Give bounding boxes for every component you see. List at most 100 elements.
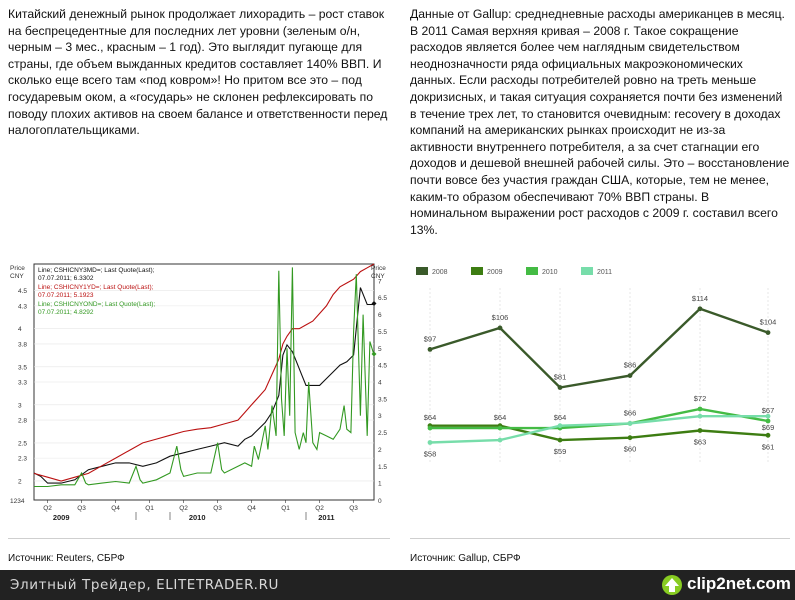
left-y-tick-label: 2.3 [18,456,27,463]
footer-bar: Элитный Трейдер, ELITETRADER.RU clip2net… [0,570,795,600]
point-2010 [765,418,771,424]
x-quarter-label: Q1 [281,505,290,512]
data-label-2010: $72 [694,394,707,403]
left-y-tick-label: 2 [18,478,22,485]
legend-last-value: 07.07.2011; 4.8292 [38,309,94,316]
data-label-2010: $64 [424,413,437,422]
source-right: Источник: Gallup, СБРФ [410,553,521,564]
left-y-tick-label: 4.3 [18,303,27,310]
point-2011 [697,413,703,419]
point-2009 [557,437,563,443]
point-2011 [557,423,563,429]
x-quarter-label: Q4 [247,505,256,512]
x-year-label: 2010 [189,513,206,522]
data-label-2009: $63 [694,438,707,447]
right-y-tick-label: 5.5 [378,329,387,336]
right-y-tick-label: 2 [378,447,382,454]
x-quarter-label: Q2 [43,505,52,512]
x-quarter-label: Q4 [111,505,120,512]
right-y-tick-label: 7 [378,278,382,285]
x-quarter-label: Q3 [349,505,358,512]
arrow-up-icon [662,575,682,595]
point-2011 [765,413,771,419]
clip2net-logo-text: clip2net.com [687,574,791,593]
point-2009 [697,428,703,433]
footer-site-title[interactable]: Элитный Трейдер, ELITETRADER.RU [10,577,280,593]
data-label-2008: $81 [554,373,567,382]
right-commentary-text: Данные от Gallup: среднедневные расходы … [410,7,790,237]
point-2008 [427,347,433,352]
right-y-tick-label: 6.5 [378,295,387,302]
legend-label-2010: 2010 [542,269,558,276]
point-2010 [697,406,703,412]
data-label-2009: $60 [624,445,637,454]
left-y-tick-label: 3.8 [18,341,27,348]
left-y-tick-label: 2.8 [18,418,27,425]
legend-series-name: Line; CSHICNYOND=; Last Quote(Last); [38,301,155,308]
point-2010 [497,425,503,431]
data-label-2008: $86 [624,361,637,370]
clip2net-logo[interactable]: clip2net.com [661,573,791,597]
left-y-tick-label: 4.5 [18,288,27,295]
right-axis-title: Price [371,265,386,272]
legend-label-2009: 2009 [487,269,503,276]
series-line-2008 [429,307,769,389]
data-label-2009: $61 [762,442,775,451]
x-quarter-label: Q3 [77,505,86,512]
point-2010 [427,425,433,431]
left-axis-title: Price [10,265,25,272]
data-label-2010: $66 [624,408,637,417]
series-line-overnight [34,267,375,488]
right-y-tick-label: 1.5 [378,464,387,471]
data-label-2008: $114 [692,294,708,303]
data-label-2008: $106 [492,313,509,322]
point-2008 [697,306,703,312]
right-y-tick-label: 3 [378,413,382,420]
legend-series-name: Line; CSHICNY3MD=; Last Quote(Last); [38,267,155,274]
left-y-tick-label: 4 [18,326,22,333]
right-y-tick-label: 3.5 [378,396,387,403]
point-2011 [497,437,503,443]
china-money-market-chart: PriceCNYPriceCNY4.54.343.83.53.332.82.52… [10,263,387,522]
series-line-m3 [33,287,374,484]
right-axis-unit: CNY [371,273,385,280]
legend-last-value: 07.07.2011; 5.1923 [38,292,94,299]
data-label-2010: $64 [494,413,507,422]
legend-last-value: 07.07.2011; 6.3302 [38,275,94,282]
right-y-tick-label: 2.5 [378,430,387,437]
legend-series-name: Line; CSHICNY1YD=; Last Quote(Last); [38,284,154,291]
x-year-label: 2011 [318,513,334,522]
series-line-y1 [33,263,375,482]
legend-swatch-2009 [471,267,483,275]
legend-swatch-2008 [416,267,428,275]
right-corner-value: 0 [378,498,382,505]
left-y-tick-label: 3 [18,402,22,409]
point-2011 [427,440,433,445]
x-quarter-label: Q2 [179,505,188,512]
left-y-tick-label: 3.5 [18,364,27,371]
legend-swatch-2010 [526,267,538,275]
point-2008 [497,325,503,331]
data-label-2009: $59 [554,447,567,456]
point-2008 [765,330,771,335]
right-y-tick-label: 1 [378,481,382,488]
point-2011 [627,421,633,426]
right-y-tick-label: 6 [378,312,382,319]
right-y-tick-label: 5 [378,346,382,353]
x-quarter-label: Q3 [213,505,222,512]
right-y-tick-label: 4.5 [378,363,387,370]
series-line-2009 [430,424,769,442]
right-y-tick-label: 4 [378,380,382,387]
left-y-tick-label: 2.5 [18,440,27,447]
legend-swatch-2011 [581,267,593,275]
gallup-spending-chart: 2008 2009 2010 2011 $97 $106 $81 $86 $114 $104 $5… [416,267,777,464]
left-corner-value: 1234 [10,498,25,505]
left-commentary-text: Китайский денежный рынок продолжает лихо… [8,7,388,138]
left-axis-unit: CNY [10,273,24,280]
m3-last-marker [371,300,377,306]
point-2008 [557,385,563,390]
x-year-label: 2009 [53,513,70,522]
series-line-2011 [429,415,768,444]
data-label-2008: $104 [760,318,777,327]
data-label-2010: $64 [554,413,567,422]
